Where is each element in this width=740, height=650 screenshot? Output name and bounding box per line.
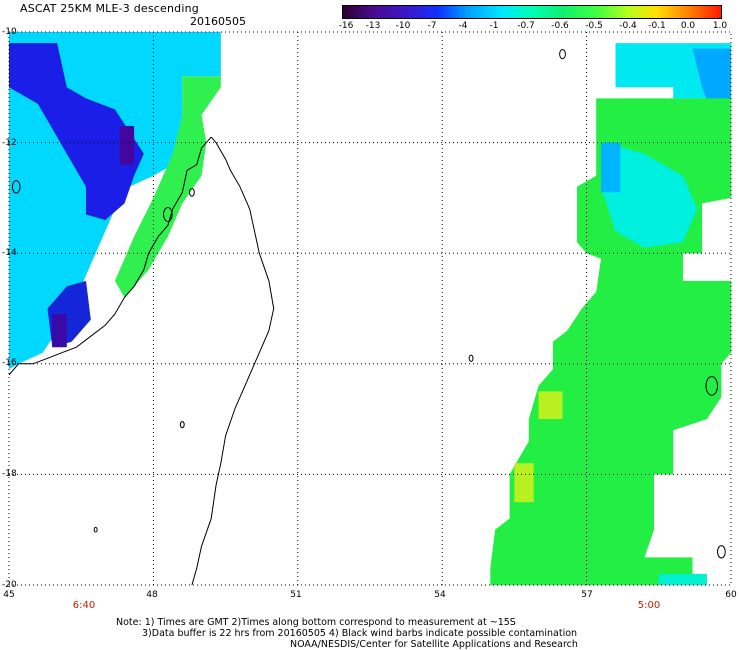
wind-swath-west-deep-blue [9,43,144,220]
colorbar-label: -0.5 [585,21,603,31]
wind-swath-west-sw-purple [52,314,67,348]
lon-label: 57 [581,590,593,600]
note-line-3: NOAA/NESDIS/Center for Satellite Applica… [290,639,578,650]
lat-label: -20 [2,580,17,590]
colorbar-label: -0.1 [648,21,666,31]
colorbar-labels: -16 -13 -10 -7 -4 -1 -0.7 -0.6 -0.5 -0.4… [330,21,740,35]
colorbar-label: -0.6 [551,21,569,31]
island-outline [163,207,173,222]
colorbar-label: -16 [338,21,354,31]
island-outline [468,354,474,362]
note-line-2: 3)Data buffer is 22 hrs from 20160505 4)… [142,628,578,639]
island-outline [717,545,726,559]
colorbar-label: -10 [395,21,411,31]
island-outline [559,48,566,60]
wind-swath-west-green-east [114,76,221,298]
colorbar-label: -1 [489,21,499,31]
map-date: 20160505 [190,15,246,28]
island-outline [705,376,719,396]
note-line-1: Note: 1) Times are GMT 2)Times along bot… [116,617,516,628]
lat-label: -16 [2,358,17,368]
wind-swath-west-purple [119,126,135,165]
map-title: ASCAT 25KM MLE-3 descending [20,2,199,15]
map-frame [8,31,732,586]
lon-label: 48 [146,590,158,600]
colorbar-label: -0.7 [517,21,535,31]
colorbar [342,5,722,19]
island-outline [189,187,195,197]
lon-label: 60 [725,590,737,600]
colorbar-label: 0.0 [680,21,696,31]
lat-label: -10 [2,27,17,37]
island-outline [179,421,185,429]
colorbar-label: 1.0 [712,21,728,31]
coastline-madagascar-east [191,136,275,585]
wind-swath-east-blue-band [601,142,621,193]
wind-swath-east-yellow-2 [514,463,534,503]
colorbar-label: -13 [365,21,381,31]
wind-swath-east-cyan-patch [601,142,698,248]
island-outline [93,526,98,533]
lon-label: 54 [434,590,446,600]
colorbar-label: -0.4 [619,21,637,31]
lat-label: -18 [2,469,17,479]
wind-swath-east-bottom-cyan [658,573,707,585]
lon-label: 51 [290,590,302,600]
island-outline [11,180,21,194]
coastline-madagascar-west [9,136,212,376]
colorbar-label: -7 [427,21,437,31]
lon-label: 45 [3,590,15,600]
lat-label: -12 [2,138,17,148]
wind-swath-east-yellow-1 [538,391,563,420]
pass-time-right: 5:00 [637,600,661,611]
lat-label: -14 [2,248,17,258]
colorbar-label: -4 [458,21,468,31]
pass-time-left: 6:40 [72,600,96,611]
